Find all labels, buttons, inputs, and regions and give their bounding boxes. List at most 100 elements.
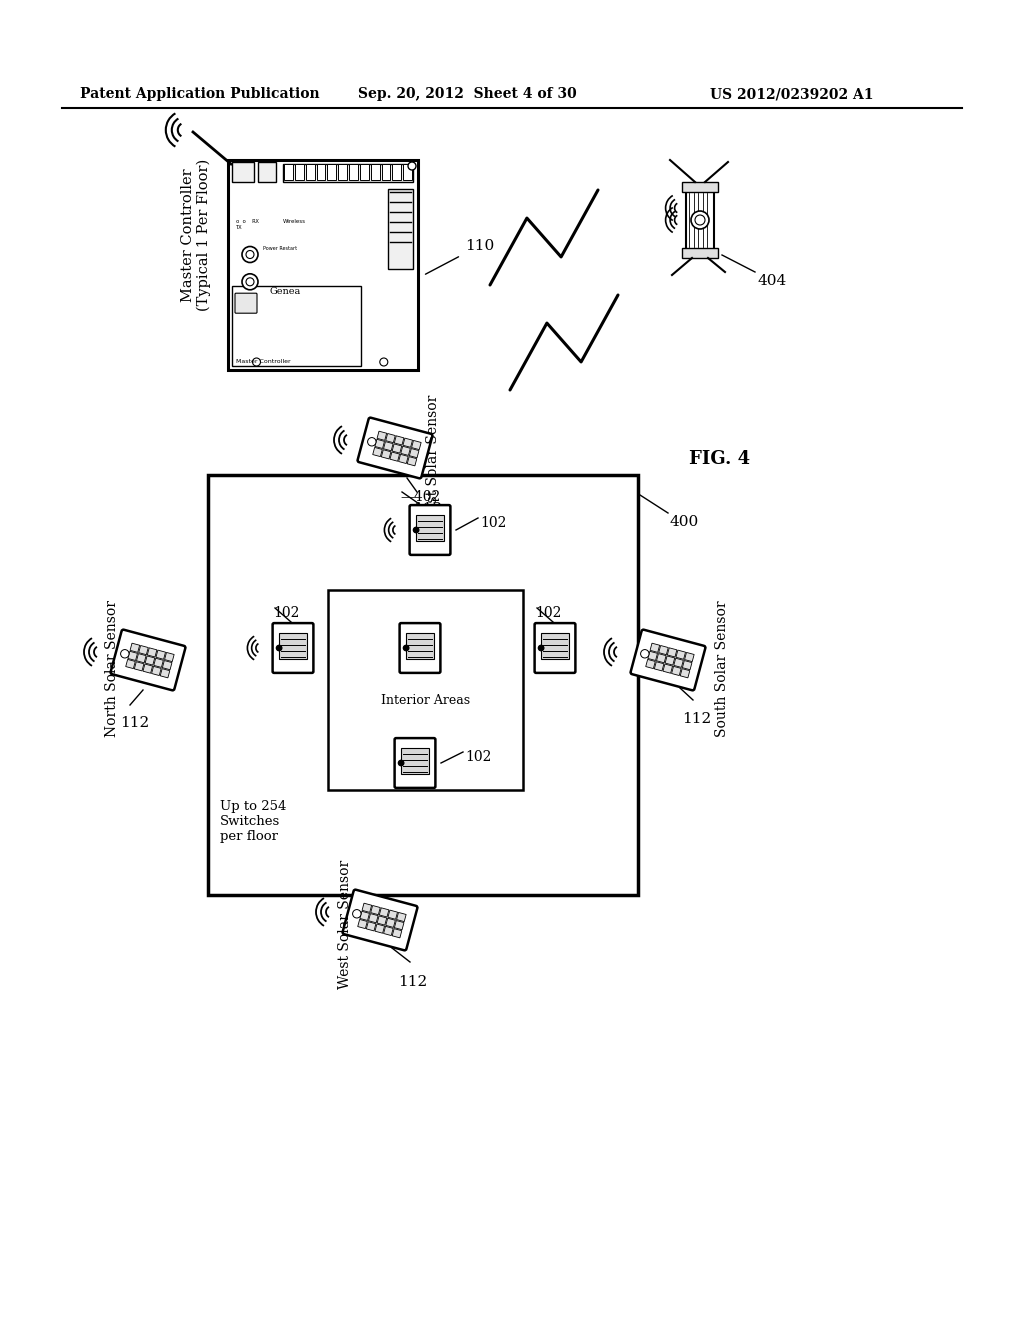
Text: —402: —402 — [400, 490, 440, 504]
Bar — [386, 919, 395, 928]
Bar — [388, 909, 397, 919]
Bar — [147, 648, 157, 657]
Circle shape — [414, 527, 419, 533]
Circle shape — [122, 651, 128, 657]
Bar — [417, 515, 443, 541]
Bar — [666, 656, 675, 665]
Bar — [375, 924, 385, 933]
FancyBboxPatch shape — [631, 630, 706, 690]
Bar — [646, 660, 655, 669]
Bar — [134, 661, 144, 671]
Bar — [412, 441, 421, 450]
Text: East Solar Sensor: East Solar Sensor — [426, 395, 440, 521]
Circle shape — [253, 358, 260, 366]
Text: South Solar Sensor: South Solar Sensor — [715, 601, 729, 737]
Bar — [654, 661, 664, 671]
Text: West Solar Sensor: West Solar Sensor — [338, 861, 352, 989]
Circle shape — [246, 251, 254, 259]
Text: Patent Application Publication: Patent Application Publication — [80, 87, 319, 102]
Text: 112: 112 — [398, 975, 427, 989]
Bar — [390, 451, 399, 461]
Text: 404: 404 — [757, 275, 786, 288]
Bar — [392, 929, 401, 937]
Text: Power Restart: Power Restart — [263, 246, 297, 251]
Text: Interior Areas: Interior Areas — [381, 693, 470, 706]
Bar — [656, 653, 666, 663]
Bar — [228, 160, 418, 370]
Bar — [338, 164, 347, 180]
Bar — [377, 432, 387, 441]
Bar — [401, 748, 429, 774]
Bar — [658, 645, 669, 655]
Bar — [668, 648, 677, 657]
Bar — [676, 651, 685, 659]
Circle shape — [242, 273, 258, 290]
Bar — [396, 912, 407, 921]
Bar — [674, 659, 683, 668]
FancyBboxPatch shape — [343, 890, 418, 950]
Circle shape — [539, 645, 544, 651]
Bar — [145, 656, 155, 665]
Bar — [369, 913, 378, 923]
FancyBboxPatch shape — [535, 623, 575, 673]
Text: 112: 112 — [413, 502, 442, 516]
FancyBboxPatch shape — [234, 293, 257, 313]
Text: Up to 254
Switches
per floor: Up to 254 Switches per floor — [220, 800, 287, 843]
Bar — [384, 927, 393, 936]
FancyBboxPatch shape — [399, 623, 440, 673]
Bar — [126, 660, 135, 669]
Bar — [542, 634, 568, 659]
Text: Genea: Genea — [269, 288, 301, 296]
Bar — [284, 164, 293, 180]
Bar — [682, 660, 692, 669]
Text: US 2012/0239202 A1: US 2012/0239202 A1 — [710, 87, 873, 102]
Bar — [394, 436, 403, 445]
Bar — [400, 446, 411, 455]
Bar — [362, 903, 372, 912]
Text: Wireless: Wireless — [283, 219, 306, 224]
Bar — [392, 164, 401, 180]
Circle shape — [408, 162, 416, 170]
Bar — [386, 433, 395, 442]
Bar — [359, 164, 369, 180]
Circle shape — [641, 649, 649, 657]
Bar — [682, 182, 718, 191]
Bar — [160, 669, 170, 678]
FancyBboxPatch shape — [410, 506, 451, 554]
Bar — [408, 457, 417, 466]
Bar — [156, 651, 166, 659]
Bar — [152, 667, 161, 676]
Bar — [208, 475, 638, 895]
Bar — [163, 660, 172, 669]
Bar — [685, 652, 694, 661]
Bar — [143, 664, 153, 673]
Bar — [379, 908, 389, 917]
Text: 102: 102 — [480, 516, 507, 531]
Circle shape — [369, 438, 375, 445]
Circle shape — [691, 211, 709, 228]
Circle shape — [242, 247, 258, 263]
Circle shape — [121, 649, 129, 657]
Circle shape — [246, 277, 254, 286]
Bar — [280, 634, 306, 659]
Bar — [367, 921, 376, 931]
Text: Sep. 20, 2012  Sheet 4 of 30: Sep. 20, 2012 Sheet 4 of 30 — [358, 87, 577, 102]
Bar — [154, 659, 164, 668]
Bar — [328, 164, 336, 180]
Circle shape — [398, 760, 403, 766]
Bar — [403, 164, 412, 180]
Text: 112: 112 — [120, 715, 150, 730]
Bar — [382, 164, 390, 180]
FancyBboxPatch shape — [272, 623, 313, 673]
Bar — [328, 590, 523, 789]
Bar — [138, 645, 148, 655]
Bar — [388, 189, 413, 269]
Bar — [371, 164, 380, 180]
Circle shape — [380, 358, 388, 366]
Circle shape — [276, 645, 282, 651]
Bar — [394, 920, 403, 929]
Bar — [258, 162, 276, 182]
Bar — [232, 286, 361, 366]
FancyBboxPatch shape — [111, 630, 185, 690]
Bar — [672, 667, 681, 676]
